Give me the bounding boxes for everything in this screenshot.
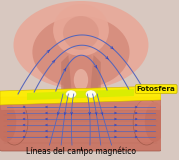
FancyBboxPatch shape — [1, 100, 160, 110]
Polygon shape — [61, 55, 72, 95]
Polygon shape — [90, 55, 101, 95]
Ellipse shape — [32, 16, 130, 88]
Polygon shape — [0, 86, 161, 105]
Text: Líneas del campo magnético: Líneas del campo magnético — [26, 147, 136, 156]
Ellipse shape — [133, 99, 160, 145]
Ellipse shape — [0, 102, 16, 142]
Ellipse shape — [74, 69, 88, 91]
Ellipse shape — [66, 90, 76, 98]
Polygon shape — [27, 89, 134, 100]
FancyBboxPatch shape — [0, 97, 162, 151]
Text: Fotosfera: Fotosfera — [137, 86, 176, 92]
Polygon shape — [63, 49, 99, 92]
Ellipse shape — [1, 99, 28, 145]
Ellipse shape — [86, 90, 96, 98]
Ellipse shape — [63, 16, 99, 50]
Ellipse shape — [145, 102, 165, 142]
Ellipse shape — [13, 1, 148, 89]
Ellipse shape — [53, 4, 109, 56]
